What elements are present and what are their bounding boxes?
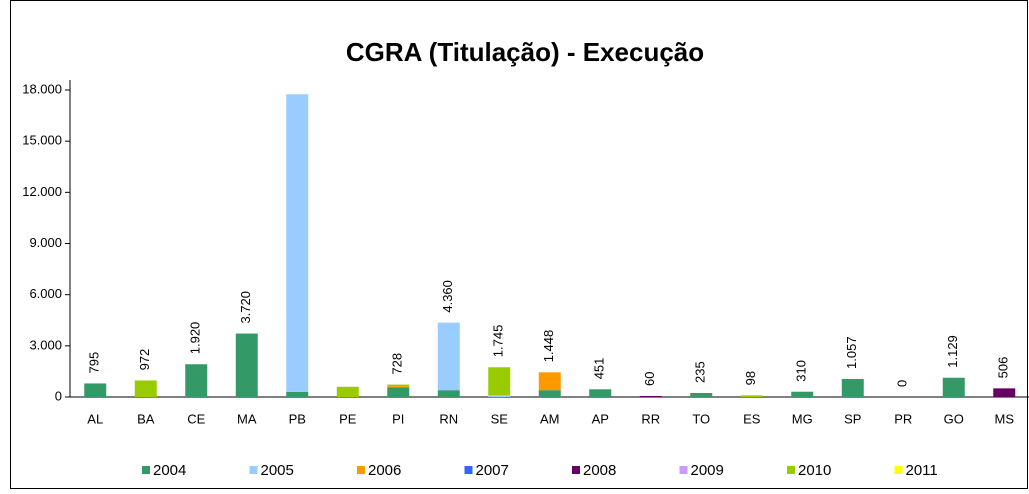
bar-segment [639, 395, 662, 397]
total-label: 0 [895, 380, 910, 387]
legend-label: 2005 [261, 462, 294, 479]
legend-swatch [142, 466, 150, 474]
legend-swatch [464, 466, 473, 474]
chart-title: CGRA (Titulação) - Execução [346, 37, 704, 67]
y-tick-label: 3.000 [29, 337, 62, 352]
total-label: 4.360 [440, 280, 455, 313]
total-label: 451 [592, 358, 607, 380]
bar-segment [740, 395, 763, 397]
total-label: 1.129 [945, 335, 960, 368]
legend-label: 2010 [798, 462, 831, 479]
legend-label: 2008 [583, 462, 616, 479]
bar-segment [690, 392, 713, 397]
bar-segment [942, 377, 965, 397]
x-tick-label: RR [641, 411, 660, 426]
bar-segment [437, 390, 460, 397]
legend-swatch [249, 466, 258, 474]
y-tick-label: 9.000 [29, 235, 62, 250]
bar-segment [993, 388, 1016, 397]
x-tick-label: BA [137, 411, 155, 426]
bar-segment [589, 389, 612, 397]
x-tick-label: CE [187, 411, 205, 426]
y-tick-label: 6.000 [29, 286, 62, 301]
y-tick-label: 15.000 [22, 133, 62, 148]
total-label: 3.720 [238, 291, 253, 324]
y-tick-label: 18.000 [22, 81, 62, 96]
total-label: 1.057 [844, 336, 859, 369]
bar-segment [488, 367, 511, 396]
x-tick-label: MA [237, 411, 257, 426]
chart-frame [10, 0, 1028, 489]
x-tick-label: AP [592, 411, 609, 426]
x-tick-label: PR [894, 411, 912, 426]
bar-segment [387, 384, 410, 387]
total-label: 1.920 [188, 322, 203, 355]
total-label: 310 [794, 360, 809, 382]
bar-segment [235, 333, 258, 397]
total-label: 728 [390, 353, 405, 375]
bar-segment [437, 322, 460, 391]
legend-label: 2007 [476, 462, 509, 479]
legend-label: 2009 [691, 462, 724, 479]
bar-segment [134, 380, 157, 397]
x-tick-label: AL [87, 411, 103, 426]
legend-label: 2004 [153, 462, 186, 479]
bar-segment [538, 390, 561, 397]
bar-segment [387, 386, 410, 388]
total-label: 972 [137, 349, 152, 371]
total-label: 1.745 [491, 325, 506, 358]
x-tick-label: MS [995, 411, 1015, 426]
bar-segment [336, 386, 359, 397]
bar-segment [791, 391, 814, 397]
bar-segment [286, 391, 309, 397]
x-tick-label: PB [289, 411, 306, 426]
x-tick-label: PI [392, 411, 404, 426]
x-tick-label: PE [339, 411, 357, 426]
total-label: 60 [642, 372, 657, 386]
legend-swatch [894, 466, 903, 474]
bar-segment [538, 372, 561, 391]
legend-swatch [572, 466, 580, 474]
legend-swatch [679, 466, 688, 474]
legend-swatch [787, 466, 795, 474]
bar-segment [286, 94, 309, 392]
bar-segment [841, 378, 864, 397]
total-label: 795 [87, 352, 102, 374]
x-tick-label: SP [844, 411, 861, 426]
legend-label: 2011 [906, 462, 938, 479]
legend-label: 2006 [368, 462, 401, 479]
total-label: 235 [693, 361, 708, 383]
bar-segment [488, 395, 511, 397]
legend-swatch [357, 466, 365, 474]
x-tick-label: TO [692, 411, 710, 426]
total-label: 506 [996, 357, 1011, 379]
bar-segment [185, 364, 208, 397]
bar-segment [387, 387, 410, 397]
x-tick-label: RN [439, 411, 458, 426]
total-label: 1.448 [541, 330, 556, 363]
y-tick-label: 12.000 [22, 184, 62, 199]
x-tick-label: SE [491, 411, 509, 426]
x-tick-label: AM [540, 411, 560, 426]
bar-segment [84, 383, 107, 397]
x-tick-label: MG [792, 411, 813, 426]
total-label: 98 [743, 371, 758, 385]
x-tick-label: ES [743, 411, 761, 426]
x-tick-label: GO [944, 411, 964, 426]
y-tick-label: 0 [55, 388, 62, 403]
